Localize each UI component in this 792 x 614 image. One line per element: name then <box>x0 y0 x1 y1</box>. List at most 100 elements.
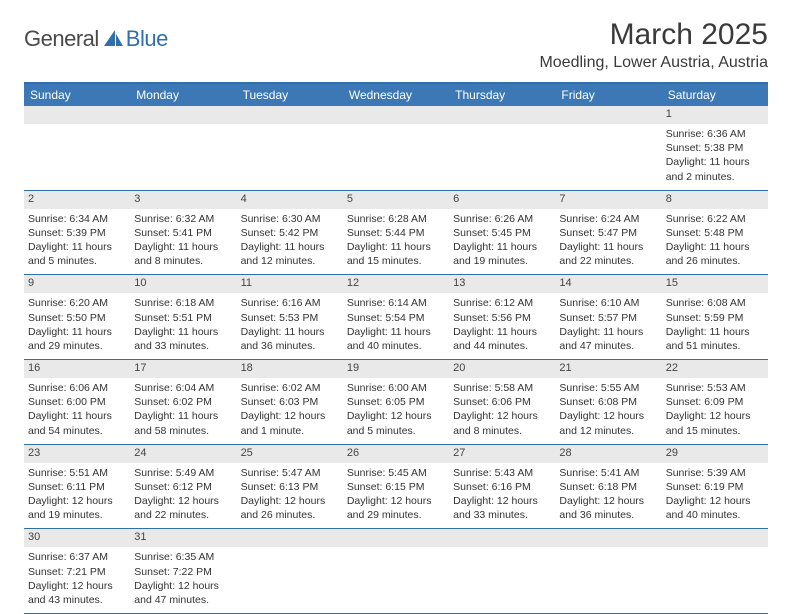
info-row: Sunrise: 6:34 AMSunset: 5:39 PM Daylight:… <box>24 209 768 276</box>
day-sr: Sunrise: 5:53 AM <box>666 381 764 395</box>
day-info: Sunrise: 6:02 AMSunset: 6:03 PMDaylight:… <box>237 378 343 444</box>
sail-icon <box>102 28 124 51</box>
day-info: Sunrise: 5:39 AMSunset: 6:19 PMDaylight:… <box>662 463 768 529</box>
day-info <box>130 124 236 190</box>
day-ss: Sunset: 6:16 PM <box>453 480 551 494</box>
day-sr: Sunrise: 6:28 AM <box>347 212 445 226</box>
day-d1: Daylight: 12 hours <box>134 579 232 593</box>
day-d1: Daylight: 11 hours <box>241 325 339 339</box>
day-sr: Sunrise: 6:12 AM <box>453 296 551 310</box>
day-d2: and 26 minutes. <box>666 254 764 268</box>
day-d2: and 2 minutes. <box>666 170 764 184</box>
day-ss: Sunset: 6:03 PM <box>241 395 339 409</box>
day-ss: Sunset: 6:05 PM <box>347 395 445 409</box>
day-number <box>555 529 661 547</box>
day-info <box>343 124 449 190</box>
day-ss: Sunset: 5:45 PM <box>453 226 551 240</box>
day-sr: Sunrise: 5:39 AM <box>666 466 764 480</box>
day-info: Sunrise: 5:45 AMSunset: 6:15 PMDaylight:… <box>343 463 449 529</box>
day-number <box>343 529 449 547</box>
day-d1: Daylight: 11 hours <box>134 409 232 423</box>
day-d1: Daylight: 12 hours <box>28 579 126 593</box>
day-ss: Sunset: 5:54 PM <box>347 311 445 325</box>
day-d1: Daylight: 12 hours <box>134 494 232 508</box>
day-number: 10 <box>130 275 236 293</box>
day-d1: Daylight: 12 hours <box>453 409 551 423</box>
day-ss: Sunset: 6:19 PM <box>666 480 764 494</box>
page-title: March 2025 <box>539 18 768 52</box>
day-info <box>343 547 449 613</box>
day-info: Sunrise: 6:20 AMSunset: 5:50 PMDaylight:… <box>24 293 130 359</box>
day-sr: Sunrise: 6:20 AM <box>28 296 126 310</box>
day-sr: Sunrise: 5:45 AM <box>347 466 445 480</box>
day-d1: Daylight: 12 hours <box>347 494 445 508</box>
day-ss: Sunset: 5:39 PM <box>28 226 126 240</box>
day-d2: and 54 minutes. <box>28 424 126 438</box>
day-number: 7 <box>555 191 661 209</box>
day-d1: Daylight: 12 hours <box>241 494 339 508</box>
day-ss: Sunset: 5:51 PM <box>134 311 232 325</box>
day-ss: Sunset: 7:21 PM <box>28 565 126 579</box>
day-info: Sunrise: 6:16 AMSunset: 5:53 PMDaylight:… <box>237 293 343 359</box>
day-info: Sunrise: 6:36 AMSunset: 5:38 PMDaylight:… <box>662 124 768 190</box>
day-sr: Sunrise: 5:41 AM <box>559 466 657 480</box>
day-info: Sunrise: 6:26 AMSunset: 5:45 PMDaylight:… <box>449 209 555 275</box>
day-ss: Sunset: 6:18 PM <box>559 480 657 494</box>
day-info <box>449 124 555 190</box>
day-sr: Sunrise: 6:24 AM <box>559 212 657 226</box>
day-info: Sunrise: 6:08 AMSunset: 5:59 PMDaylight:… <box>662 293 768 359</box>
day-ss: Sunset: 6:15 PM <box>347 480 445 494</box>
day-d1: Daylight: 11 hours <box>347 240 445 254</box>
dow-tuesday: Tuesday <box>237 84 343 106</box>
day-d1: Daylight: 12 hours <box>453 494 551 508</box>
day-d2: and 36 minutes. <box>241 339 339 353</box>
day-d2: and 40 minutes. <box>666 508 764 522</box>
day-d1: Daylight: 12 hours <box>241 409 339 423</box>
day-number: 9 <box>24 275 130 293</box>
day-sr: Sunrise: 6:30 AM <box>241 212 339 226</box>
day-d2: and 12 minutes. <box>241 254 339 268</box>
day-ss: Sunset: 6:06 PM <box>453 395 551 409</box>
day-number: 1 <box>662 106 768 124</box>
calendar: Sunday Monday Tuesday Wednesday Thursday… <box>24 82 768 614</box>
day-d2: and 44 minutes. <box>453 339 551 353</box>
day-info: Sunrise: 6:06 AMSunset: 6:00 PMDaylight:… <box>24 378 130 444</box>
day-number: 2 <box>24 191 130 209</box>
day-ss: Sunset: 5:59 PM <box>666 311 764 325</box>
day-info <box>555 124 661 190</box>
day-info: Sunrise: 6:14 AMSunset: 5:54 PMDaylight:… <box>343 293 449 359</box>
info-row: Sunrise: 6:06 AMSunset: 6:00 PMDaylight:… <box>24 378 768 445</box>
day-info: Sunrise: 5:58 AMSunset: 6:06 PMDaylight:… <box>449 378 555 444</box>
day-sr: Sunrise: 6:04 AM <box>134 381 232 395</box>
logo-text-dark: General <box>24 26 99 52</box>
day-number: 31 <box>130 529 236 547</box>
day-info: Sunrise: 5:41 AMSunset: 6:18 PMDaylight:… <box>555 463 661 529</box>
day-info: Sunrise: 5:47 AMSunset: 6:13 PMDaylight:… <box>237 463 343 529</box>
day-ss: Sunset: 7:22 PM <box>134 565 232 579</box>
day-d1: Daylight: 11 hours <box>666 325 764 339</box>
day-d2: and 29 minutes. <box>28 339 126 353</box>
daynum-row: 23242526272829 <box>24 445 768 463</box>
day-info: Sunrise: 6:37 AMSunset: 7:21 PMDaylight:… <box>24 547 130 613</box>
day-number: 27 <box>449 445 555 463</box>
day-d1: Daylight: 11 hours <box>453 240 551 254</box>
day-d1: Daylight: 12 hours <box>666 494 764 508</box>
day-info <box>449 547 555 613</box>
day-number <box>130 106 236 124</box>
day-number: 14 <box>555 275 661 293</box>
day-sr: Sunrise: 6:16 AM <box>241 296 339 310</box>
day-number: 5 <box>343 191 449 209</box>
location-text: Moedling, Lower Austria, Austria <box>539 54 768 72</box>
day-number: 6 <box>449 191 555 209</box>
day-sr: Sunrise: 6:18 AM <box>134 296 232 310</box>
day-number: 21 <box>555 360 661 378</box>
day-ss: Sunset: 5:50 PM <box>28 311 126 325</box>
day-sr: Sunrise: 5:51 AM <box>28 466 126 480</box>
day-ss: Sunset: 6:12 PM <box>134 480 232 494</box>
day-number: 25 <box>237 445 343 463</box>
day-d2: and 40 minutes. <box>347 339 445 353</box>
day-sr: Sunrise: 6:34 AM <box>28 212 126 226</box>
day-sr: Sunrise: 6:37 AM <box>28 550 126 564</box>
day-number: 13 <box>449 275 555 293</box>
day-ss: Sunset: 6:08 PM <box>559 395 657 409</box>
